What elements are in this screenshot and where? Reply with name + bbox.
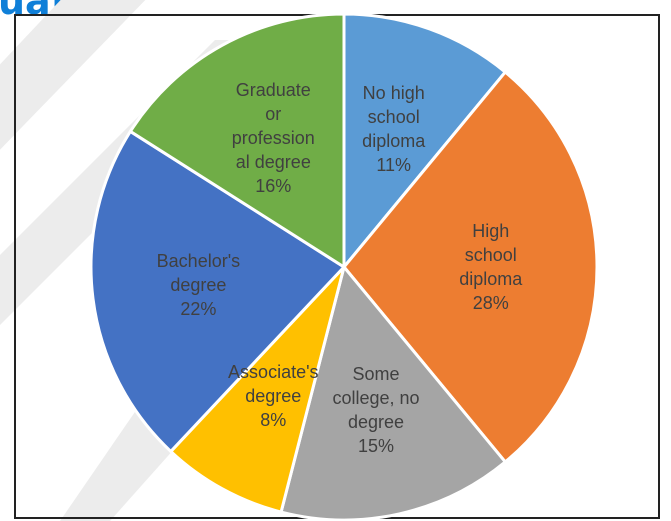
slice-label-no-high-school-diploma: No high school diploma 11% <box>362 81 425 177</box>
slice-label-value: 15% <box>357 436 395 457</box>
slice-label-name-line: degree <box>347 412 405 433</box>
slice-label-value: 16% <box>255 176 292 197</box>
pie-slice-bachelor-s-degree <box>89 129 346 453</box>
slice-label-name-line: profession <box>231 128 315 149</box>
slice-label-value: 8% <box>260 409 287 430</box>
slice-label-name-line: Graduate <box>235 80 311 101</box>
slice-label-value: 22% <box>180 299 217 320</box>
slice-label-name-line: college, no <box>332 388 420 409</box>
pie-slice-associate-s-degree <box>169 265 346 514</box>
pie-slice-some-college-no-degree <box>279 265 507 521</box>
pie-slice-high-school-diploma <box>342 70 599 464</box>
pie-slice-no-high-school-diploma <box>342 12 507 269</box>
slice-label-name-line: al degree <box>235 152 311 173</box>
slice-label-name-line: High <box>472 221 510 241</box>
slice-label-name-line: degree <box>245 385 302 406</box>
slice-label-bachelor-s-degree: Bachelor's degree 22% <box>157 249 240 321</box>
slice-label-name-line: or <box>265 104 282 125</box>
slice-label-graduate-or-professional-degree: Graduate or profession al degree 16% <box>232 78 315 198</box>
slice-label-name-line: degree <box>170 275 227 296</box>
slice-label-name-line: diploma <box>459 269 523 289</box>
slice-label-name-line: Some <box>352 364 400 385</box>
pie-slice-graduate-or-professional-degree <box>128 12 346 269</box>
slice-label-some-college-no-degree: Some college, no degree 15% <box>332 362 419 458</box>
slice-label-name-line: diploma <box>362 130 426 151</box>
slice-label-name-line: school <box>367 106 420 127</box>
slice-label-name-line: No high <box>362 82 425 103</box>
slice-label-name-line: Associate's <box>228 361 319 382</box>
slice-label-name-line: Bachelor's <box>156 251 241 272</box>
slice-label-value: 11% <box>376 154 412 175</box>
slice-label-value: 28% <box>472 293 509 313</box>
slice-label-high-school-diploma: High school diploma 28% <box>459 219 522 315</box>
slice-label-associate-s-degree: Associate's degree 8% <box>228 360 318 432</box>
slice-label-name-line: school <box>464 245 517 265</box>
